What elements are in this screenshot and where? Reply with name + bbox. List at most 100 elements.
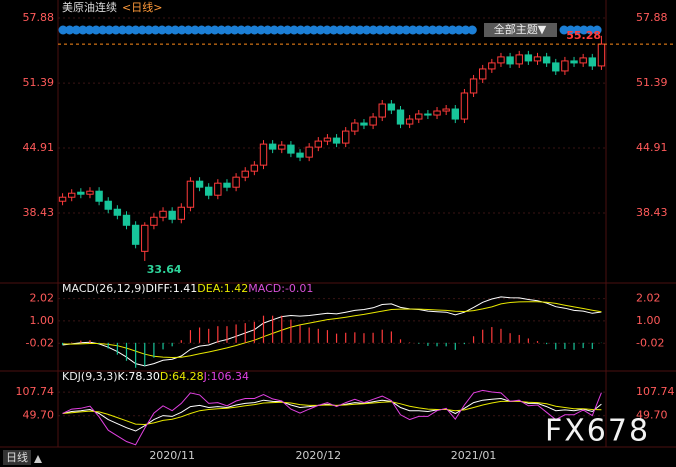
legend-text: MACD: — [248, 282, 285, 295]
y-tick-label: 57.88 — [23, 11, 55, 24]
candle-body — [223, 182, 231, 188]
candle-body — [296, 152, 304, 158]
candle-body — [479, 68, 487, 80]
candle-body — [442, 108, 450, 112]
candle-body — [214, 182, 222, 196]
candle-body — [524, 54, 533, 62]
y-tick-label: 44.91 — [23, 141, 55, 154]
candle-body — [451, 108, 459, 120]
legend-text: 1.41 — [173, 282, 198, 295]
legend-text: DIFF: — [146, 282, 173, 295]
legend-text: 106.34 — [211, 370, 250, 383]
candle-body — [86, 190, 94, 195]
candle-body — [332, 137, 341, 144]
candle-body — [122, 214, 131, 226]
chart-title: 美原油连续 — [62, 0, 117, 14]
y-tick-label: 1.00 — [636, 314, 661, 327]
candle-body — [369, 116, 377, 126]
legend-text: 1.42 — [224, 282, 249, 295]
y-tick-label: 107.74 — [16, 385, 55, 398]
candle-body — [561, 60, 569, 72]
legend-text: -0.01 — [285, 282, 313, 295]
y-tick-label: -0.02 — [636, 336, 664, 349]
theme-button-label[interactable]: 全部主题▼ — [494, 22, 547, 36]
candle-body — [433, 110, 441, 116]
candle-body — [205, 186, 213, 196]
y-tick-label: -0.02 — [26, 336, 54, 349]
legend-text: K: — [118, 370, 129, 383]
candle-body — [488, 62, 496, 70]
candle-body — [141, 224, 149, 252]
indicator-legend: KDJ(9,3,3)K:78.30D:64.28J:106.34 — [62, 370, 249, 383]
watermark: FX678 — [545, 414, 650, 449]
y-tick-label: 49.70 — [636, 409, 668, 422]
candle-body — [186, 180, 195, 208]
candle-body — [542, 56, 551, 64]
candle-body — [460, 92, 469, 120]
candle-body — [159, 210, 167, 218]
candle-body — [396, 109, 405, 125]
candle-body — [250, 164, 259, 172]
candle-body — [58, 196, 67, 202]
y-tick-label: 2.02 — [30, 292, 55, 305]
x-tick-label: 2021/01 — [451, 449, 497, 462]
candle-body — [113, 208, 122, 216]
candle-body — [351, 122, 359, 132]
legend-text: D: — [160, 370, 172, 383]
indicator-line — [62, 397, 602, 432]
candle-body — [579, 57, 587, 64]
theme-button[interactable] — [484, 23, 557, 37]
legend-text: KDJ(9,3,3) — [62, 370, 118, 383]
indicator-line — [62, 301, 602, 359]
candle-body — [77, 191, 85, 195]
candle-body — [150, 216, 158, 226]
candle-body — [104, 200, 112, 210]
candle-body — [314, 140, 322, 148]
candle-body — [415, 113, 423, 120]
candle-body — [378, 103, 386, 118]
period-button-label[interactable]: 日线 — [6, 450, 28, 464]
legend-text: J: — [203, 370, 211, 383]
legend-text: MACD(26,12,9) — [62, 282, 146, 295]
candle-body — [68, 192, 76, 198]
candle-body — [360, 122, 368, 126]
candle-body — [195, 180, 204, 188]
y-tick-label: 44.91 — [636, 141, 668, 154]
collapse-icon[interactable] — [34, 455, 42, 463]
candle-body — [131, 224, 140, 245]
candle-body — [95, 190, 103, 202]
candle-body — [387, 103, 396, 111]
period-button[interactable] — [3, 450, 31, 465]
x-tick-label: 2020/11 — [149, 449, 195, 462]
candle-body — [177, 206, 185, 220]
legend-text: DEA: — [197, 282, 223, 295]
candle-body — [515, 54, 523, 65]
candle-body — [241, 170, 249, 178]
candle-body — [588, 57, 596, 67]
candle-body — [469, 78, 478, 94]
indicator-line — [62, 296, 602, 367]
y-tick-label: 1.00 — [30, 314, 55, 327]
y-tick-label: 38.43 — [636, 206, 668, 219]
y-tick-label: 107.74 — [636, 385, 675, 398]
y-tick-label: 38.43 — [23, 206, 55, 219]
candle-body — [424, 113, 432, 116]
candle-body — [497, 56, 505, 64]
candle-body — [278, 144, 286, 150]
candle-body — [552, 62, 560, 72]
y-tick-label: 49.70 — [23, 409, 55, 422]
candle-body — [405, 118, 414, 125]
y-tick-label: 51.39 — [636, 76, 668, 89]
candle-body — [287, 144, 295, 154]
x-tick-label: 2020/12 — [295, 449, 341, 462]
candle-body — [342, 130, 350, 144]
candle-body — [506, 56, 514, 65]
period-label[interactable]: <日线> — [122, 0, 162, 14]
legend-text: 64.28 — [172, 370, 204, 383]
candle-body — [168, 210, 176, 220]
candle-body — [323, 137, 332, 142]
candle-body — [533, 56, 542, 62]
candle-body — [305, 146, 313, 158]
y-tick-label: 51.39 — [23, 76, 55, 89]
